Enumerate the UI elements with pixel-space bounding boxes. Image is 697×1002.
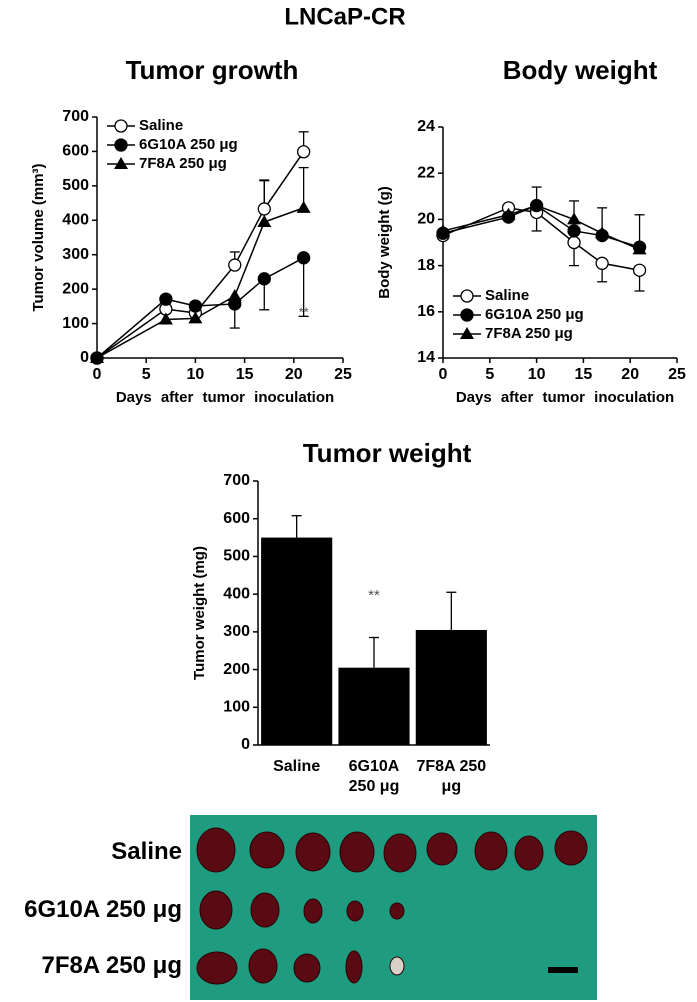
- marker: [257, 202, 271, 216]
- marker: [296, 251, 311, 265]
- y-axis-label: Body weight (g): [376, 186, 393, 299]
- marker: [436, 223, 450, 236]
- marker: [632, 242, 647, 255]
- marker: [227, 289, 242, 302]
- y-tick-label: 400: [223, 585, 250, 602]
- marker: [296, 200, 311, 213]
- x-tick-label: 10: [187, 366, 205, 383]
- x-tick-label: 0: [439, 366, 448, 383]
- y-axis-label: Tumor volume (mm³): [30, 163, 47, 311]
- marker: [188, 299, 203, 313]
- x-tick-label: 10: [528, 366, 546, 383]
- x-tick-label: 15: [236, 366, 254, 383]
- bar: [415, 629, 487, 745]
- bar: [261, 537, 333, 745]
- photo-row-label: 7F8A 250 μg: [41, 952, 182, 979]
- x-tick-label: 7F8A 250 μg: [416, 758, 487, 795]
- y-tick-label: 20: [417, 211, 435, 228]
- y-tick-label: 24: [417, 118, 435, 135]
- legend-marker: [114, 138, 128, 152]
- y-tick-label: 700: [62, 108, 89, 125]
- x-tick-label: 5: [485, 366, 494, 383]
- photo-row-label: 6G10A 250 μg: [24, 896, 182, 923]
- legend-marker: [114, 119, 128, 133]
- marker: [529, 198, 544, 211]
- marker: [296, 145, 311, 159]
- legend-marker: [114, 157, 128, 169]
- y-tick-label: 100: [62, 315, 89, 332]
- y-tick-label: 100: [223, 699, 250, 716]
- y-tick-label: 200: [62, 280, 89, 297]
- chart-title: Body weight: [503, 55, 658, 85]
- marker: [188, 311, 203, 324]
- y-tick-label: 500: [62, 177, 89, 194]
- y-tick-label: 700: [223, 472, 250, 489]
- y-tick-label: 14: [417, 349, 435, 366]
- photo: [190, 815, 597, 1000]
- annotation: **: [368, 587, 380, 604]
- y-tick-label: 0: [80, 349, 89, 366]
- marker: [567, 212, 582, 225]
- series-line: [96, 257, 304, 359]
- y-tick-label: 600: [62, 143, 89, 160]
- y-tick-label: 300: [223, 623, 250, 640]
- marker: [595, 256, 609, 270]
- y-tick-label: 0: [241, 736, 250, 753]
- legend-label: Saline: [139, 117, 183, 134]
- x-tick-label: 0: [93, 366, 102, 383]
- marker: [90, 351, 104, 363]
- y-tick-label: 18: [417, 257, 435, 274]
- photo-row-label: Saline: [111, 838, 182, 865]
- y-axis-label: Tumor weight (mg): [191, 546, 208, 680]
- x-tick-label: 5: [142, 366, 151, 383]
- marker: [567, 224, 581, 238]
- legend-label: 7F8A 250 μg: [139, 155, 227, 172]
- y-tick-label: 400: [62, 212, 89, 229]
- legend-label: 6G10A 250 μg: [139, 136, 238, 153]
- scale-bar: [548, 967, 578, 973]
- series-line: [96, 151, 305, 359]
- legend-label: 6G10A 250 μg: [485, 306, 584, 323]
- y-tick-label: 16: [417, 303, 435, 320]
- x-tick-label: 25: [668, 366, 686, 383]
- y-tick-label: 200: [223, 661, 250, 678]
- x-tick-label: 6G10A 250 μg: [348, 758, 400, 795]
- bar: [338, 667, 410, 745]
- marker: [501, 207, 516, 220]
- y-tick-label: 600: [223, 510, 250, 527]
- legend-marker: [460, 289, 474, 303]
- y-tick-label: 22: [417, 164, 435, 181]
- series-line: [442, 207, 640, 271]
- marker: [159, 292, 173, 306]
- chart-title: Tumor weight: [303, 438, 472, 468]
- x-tick-label: 15: [575, 366, 593, 383]
- legend-label: Saline: [485, 287, 529, 304]
- chart-title: Tumor growth: [126, 55, 299, 85]
- marker: [257, 272, 271, 286]
- x-tick-label: 20: [285, 366, 303, 383]
- series-line: [96, 207, 304, 359]
- marker: [595, 226, 610, 239]
- x-tick-label: 20: [621, 366, 639, 383]
- y-tick-label: 300: [62, 246, 89, 263]
- legend-marker: [460, 327, 474, 339]
- marker: [257, 215, 272, 228]
- marker: [228, 258, 242, 272]
- marker: [567, 235, 581, 250]
- x-tick-label: Saline: [273, 758, 321, 775]
- annotation: **: [299, 305, 309, 320]
- marker: [632, 263, 647, 277]
- legend-label: 7F8A 250 μg: [485, 325, 573, 342]
- figure-title: LNCaP-CR: [284, 3, 405, 30]
- x-tick-label: 25: [334, 366, 352, 383]
- y-tick-label: 500: [223, 548, 250, 565]
- legend-marker: [460, 308, 474, 322]
- marker: [158, 312, 173, 325]
- tumors: [196, 827, 588, 985]
- x-axis-label: Days after tumor inoculation: [116, 389, 334, 406]
- x-axis-label: Days after tumor inoculation: [456, 389, 674, 406]
